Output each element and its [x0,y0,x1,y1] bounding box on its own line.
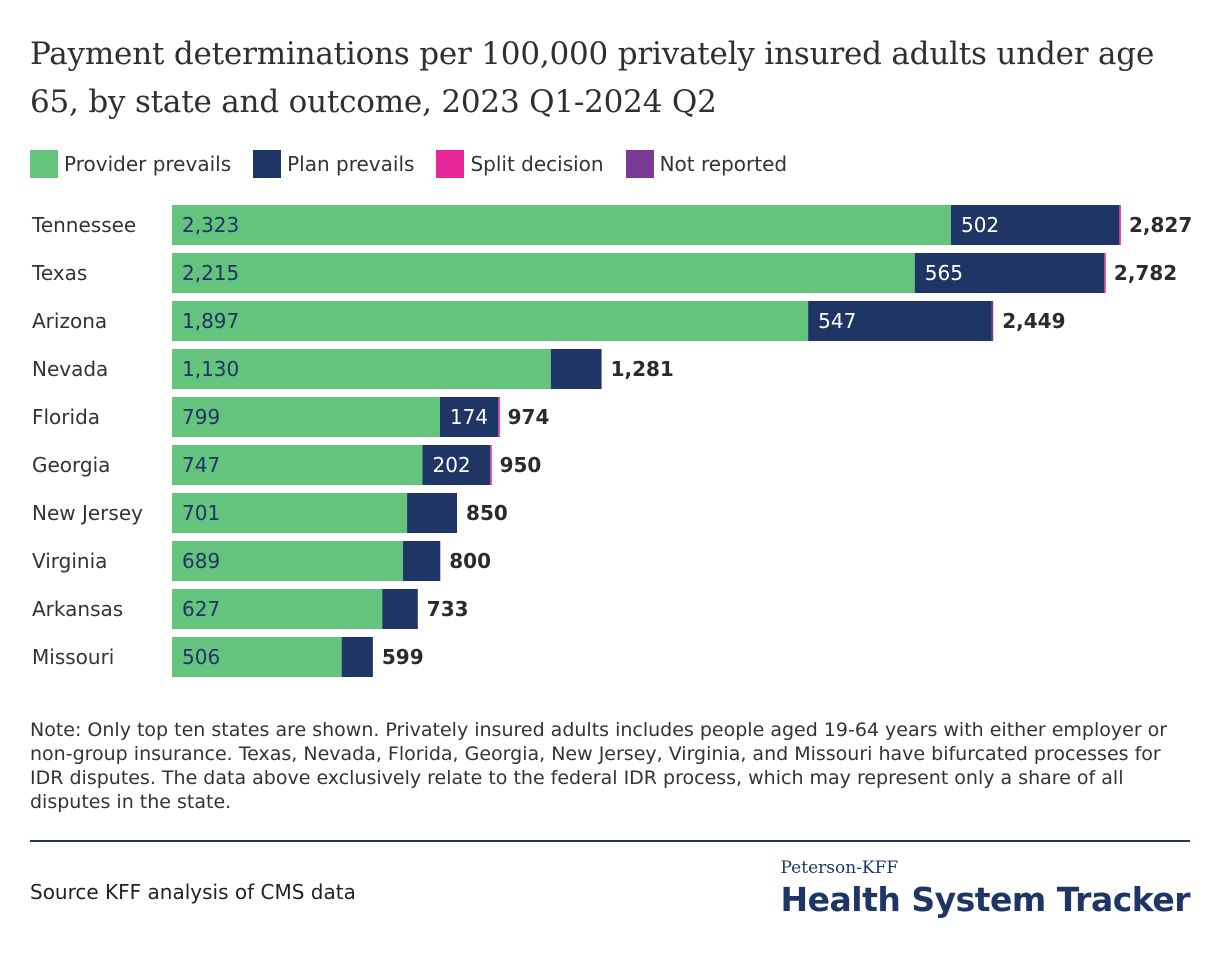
bar-provider-prevails-arizona [172,301,809,341]
total-label-missouri: 599 [382,645,424,669]
total-label-virginia: 800 [449,549,491,573]
bar-provider-prevails-new-jersey [172,493,408,533]
total-label-new-jersey: 850 [466,501,508,525]
bar-plan-prevails-florida [439,397,499,437]
bar-plan-prevails-texas [914,253,1105,293]
data-label-plan-prevails-arizona: 547 [818,309,856,333]
brand-logo: Peterson-KFF Health System Tracker [781,858,1191,919]
data-label-provider-prevails-tennessee: 2,323 [182,213,239,237]
bar-chart: Tennessee 2,323 502 2,827 Texas 2,215 565 2,782… [31,205,1192,677]
bar-plan-prevails-nevada [550,349,602,389]
bar-split-decision-georgia [490,445,492,485]
category-label-tennessee: Tennessee [31,213,136,237]
data-label-provider-prevails-virginia: 689 [182,549,220,573]
bar-plan-prevails-new-jersey [407,493,458,533]
legend-swatch-not-reported [625,150,654,178]
bar-provider-prevails-missouri [172,637,342,677]
category-label-texas: Texas [31,261,87,285]
data-label-provider-prevails-nevada: 1,130 [182,357,239,381]
total-label-arizona: 2,449 [1002,309,1065,333]
bar-provider-prevails-arkansas [172,589,383,629]
data-label-provider-prevails-arkansas: 627 [182,597,220,621]
bar-split-decision-tennessee [1119,205,1121,245]
bar-split-decision-texas [1104,253,1106,293]
total-label-arkansas: 733 [427,597,469,621]
data-label-plan-prevails-florida: 174 [450,405,488,429]
bar-split-decision-florida [498,397,500,437]
total-label-texas: 2,782 [1114,261,1177,285]
category-label-georgia: Georgia [32,453,110,477]
data-label-plan-prevails-tennessee: 502 [961,213,999,237]
legend-item-plan-prevails: Plan prevails [253,150,414,178]
bar-provider-prevails-tennessee [172,205,951,245]
data-label-provider-prevails-florida: 799 [182,405,220,429]
logo-title: Health System Tracker [780,880,1191,919]
total-label-florida: 974 [508,405,550,429]
bar-provider-prevails-nevada [172,349,551,389]
category-label-missouri: Missouri [32,645,114,669]
legend-label-split-decision: Split decision [470,152,604,176]
chart-title: Payment determinations per 100,000 priva… [30,36,1155,120]
logo-subtitle: Peterson-KFF [780,858,899,878]
legend-item-not-reported: Not reported [625,150,788,178]
bar-plan-prevails-arizona [808,301,992,341]
chart-note: Note: Only top ten states are shown. Pri… [30,719,1168,813]
legend-swatch-split-decision [436,150,465,178]
legend-label-not-reported: Not reported [659,152,788,176]
legend-swatch-plan-prevails [253,150,282,178]
data-label-provider-prevails-georgia: 747 [182,453,220,477]
bar-plan-prevails-virginia [403,541,441,581]
legend-swatch-provider-prevails [30,150,58,178]
total-label-nevada: 1,281 [611,357,674,381]
legend-label-provider-prevails: Provider prevails [64,152,232,176]
category-label-nevada: Nevada [32,357,108,381]
source-text: Source KFF analysis of CMS data [30,880,356,904]
data-label-plan-prevails-texas: 565 [925,261,963,285]
total-label-georgia: 950 [500,453,542,477]
total-label-tennessee: 2,827 [1129,213,1192,237]
bar-provider-prevails-georgia [172,445,423,485]
category-label-florida: Florida [32,405,100,429]
bar-plan-prevails-tennessee [950,205,1120,245]
category-label-new-jersey: New Jersey [32,501,143,525]
bar-plan-prevails-georgia [422,445,491,485]
data-label-provider-prevails-arizona: 1,897 [182,309,239,333]
category-label-virginia: Virginia [32,549,107,573]
bar-plan-prevails-missouri [341,637,373,677]
divider [30,840,1190,842]
category-label-arkansas: Arkansas [32,597,123,621]
bar-provider-prevails-florida [172,397,440,437]
data-label-plan-prevails-georgia: 202 [432,453,470,477]
bar-provider-prevails-texas [172,253,915,293]
data-label-provider-prevails-new-jersey: 701 [182,501,220,525]
bar-not-reported-arizona [991,301,994,341]
data-label-provider-prevails-missouri: 506 [182,645,220,669]
data-label-provider-prevails-texas: 2,215 [182,261,239,285]
legend-item-split-decision: Split decision [436,150,604,178]
legend: Provider prevails Plan prevails Split de… [30,150,809,178]
category-label-arizona: Arizona [32,309,107,333]
legend-label-plan-prevails: Plan prevails [287,152,415,176]
bar-plan-prevails-arkansas [382,589,418,629]
legend-item-provider-prevails: Provider prevails [30,150,231,178]
bar-provider-prevails-virginia [172,541,404,581]
